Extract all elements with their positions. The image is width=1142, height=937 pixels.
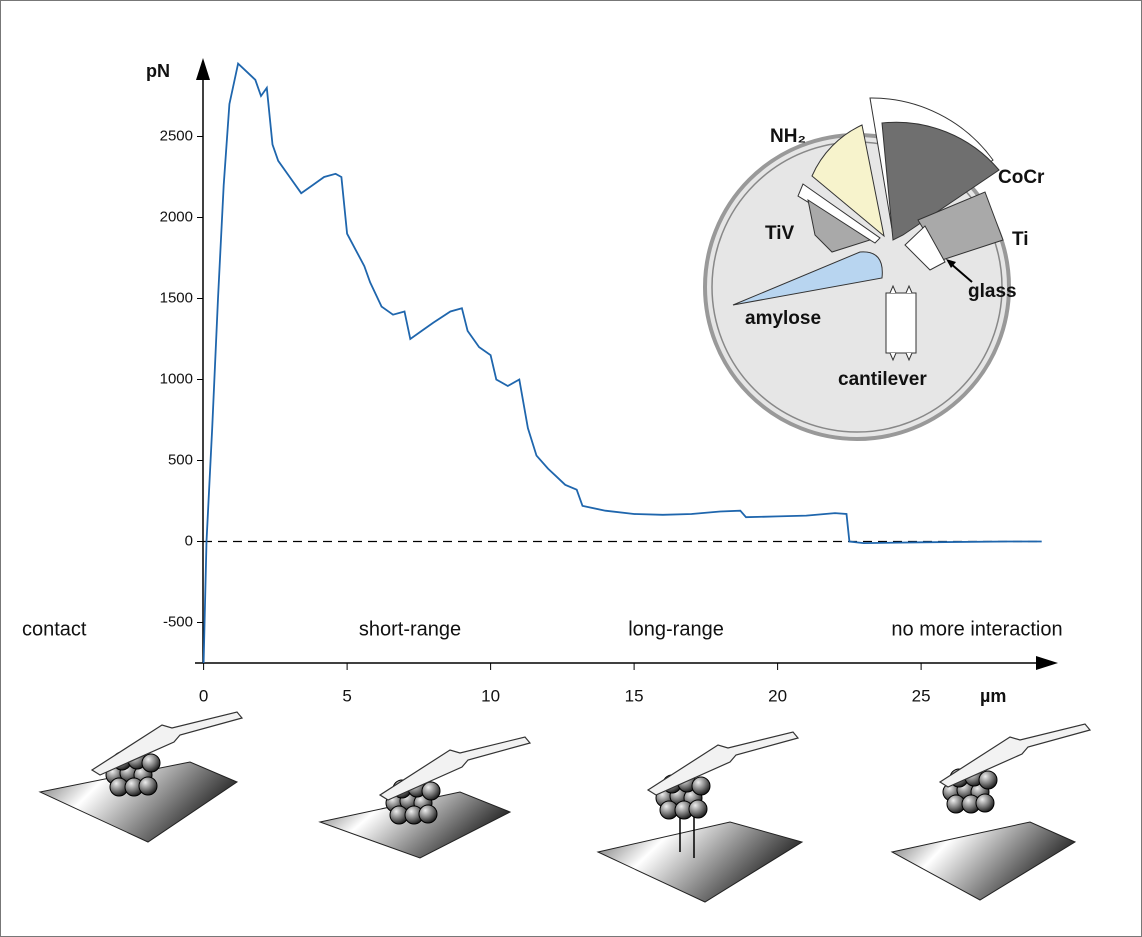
annotation: contact: [22, 618, 87, 640]
inset-label: CoCr: [998, 167, 1045, 188]
inset-label: glass: [968, 281, 1017, 302]
y-tick-label: -500: [163, 613, 193, 630]
y-tick-label: 500: [168, 451, 193, 468]
x-tick-label: 5: [342, 686, 351, 705]
inset-label: Ti: [1012, 229, 1029, 250]
figure: -500 0 500 1000 1500 2000 2500 0 5 10 15 20 25 pN µm…: [0, 0, 1142, 937]
x-tick-label: 25: [912, 686, 931, 705]
inset-label: TiV: [765, 223, 795, 244]
y-tick-label: 2000: [160, 208, 193, 225]
inset-label: cantilever: [838, 369, 927, 390]
x-axis-arrow: [1036, 656, 1058, 670]
inset-label: amylose: [745, 308, 821, 329]
illustration: [598, 732, 802, 902]
x-axis-title: µm: [980, 686, 1006, 706]
x-tick-label: 15: [625, 686, 644, 705]
x-tick-label: 20: [768, 686, 787, 705]
y-tick-label: 1000: [160, 370, 193, 387]
y-axis-title: pN: [146, 61, 170, 81]
annotation: no more interaction: [891, 618, 1062, 640]
y-axis-arrow: [196, 58, 210, 80]
illustration: [892, 724, 1090, 900]
annotation: short-range: [359, 618, 461, 640]
illustration: [320, 737, 530, 858]
illustration: [40, 712, 242, 842]
inset: NH₂ CoCr TiV Ti glass amylose cantilever: [705, 98, 1045, 439]
x-tick-label: 10: [481, 686, 500, 705]
annotation: long-range: [628, 618, 724, 640]
y-tick-label: 1500: [160, 289, 193, 306]
y-tick-label: 2500: [160, 127, 193, 144]
y-tick-label: 0: [185, 532, 193, 549]
x-tick-label: 0: [199, 686, 208, 705]
inset-label: NH₂: [770, 126, 806, 147]
